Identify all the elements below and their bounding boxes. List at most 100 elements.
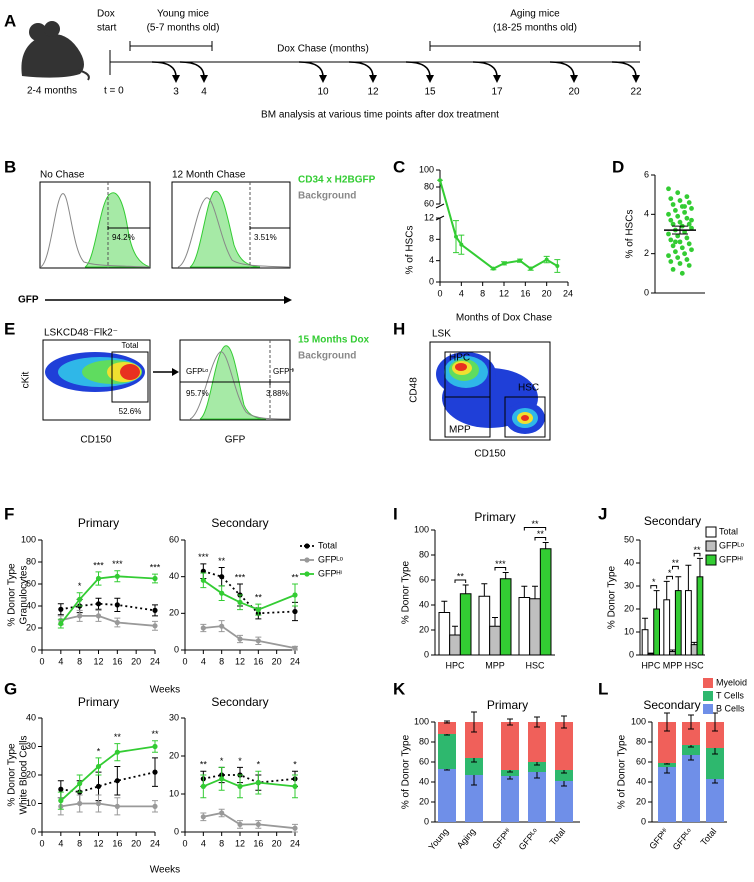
data-point (58, 621, 64, 627)
x-axis-label: Weeks (150, 865, 180, 876)
y-tick-label: 40 (419, 776, 429, 786)
error-bar (452, 625, 458, 635)
data-point (675, 255, 681, 260)
data-point (673, 249, 678, 255)
data-point (684, 215, 690, 221)
panel-letter: J (598, 504, 607, 523)
y-axis-label: % of HSCs (405, 226, 416, 275)
data-point (684, 194, 690, 200)
data-point (237, 599, 243, 605)
series-line (203, 812, 296, 830)
bar-segment (682, 722, 700, 745)
data-point (677, 239, 683, 245)
series-line (60, 615, 156, 627)
x-tick-label: 24 (150, 656, 160, 666)
x-tick-label: 0 (182, 838, 187, 848)
timepoint-label: 20 (568, 87, 580, 98)
y-tick-label: 4 (644, 209, 649, 219)
timepoint-arrow-head (200, 75, 208, 83)
significance-label: ** (531, 519, 539, 529)
y-tick-label: 0 (429, 276, 434, 286)
gate-label: Total (122, 341, 139, 350)
data-point (58, 606, 64, 612)
bar (449, 634, 461, 656)
gate-label: HPC (449, 353, 470, 364)
y-tick-label: 40 (26, 600, 36, 610)
legend-marker (304, 557, 310, 563)
data-point (219, 574, 225, 580)
x-tick-label: 8 (219, 656, 224, 666)
x-tick-label: Young (426, 826, 450, 852)
legend-swatch (705, 554, 717, 566)
data-point (292, 825, 298, 831)
x-tick-label: 0 (182, 656, 187, 666)
data-point (668, 237, 674, 243)
data-point (675, 190, 681, 196)
bar (663, 599, 671, 656)
y-tick-label: 10 (624, 626, 634, 636)
timepoint-arrow-head (632, 75, 640, 83)
legend-swatch (705, 540, 717, 552)
bar-segment (706, 748, 724, 779)
data-point (459, 242, 464, 247)
x-axis-label: Months of Dox Chase (456, 313, 553, 324)
data-point (673, 239, 678, 245)
series-line (60, 771, 156, 794)
timepoint-arrow-head (369, 75, 377, 83)
x-tick-label: 24 (290, 656, 300, 666)
mouse-icon (21, 21, 90, 81)
gate-label: MPP (449, 425, 471, 436)
series-line (203, 570, 296, 615)
y-tick-label: 20 (26, 769, 36, 779)
panel-letter: F (4, 504, 14, 523)
y-tick-label: 0 (174, 644, 179, 654)
data-point (682, 251, 687, 257)
panel-letter: D (612, 157, 624, 176)
data-point (77, 780, 83, 787)
data-point (668, 259, 674, 264)
series-line (202, 579, 296, 611)
data-point (438, 178, 442, 183)
data-point (200, 625, 206, 631)
data-point (95, 763, 102, 770)
y-tick-label: 10 (169, 788, 179, 798)
data-point (77, 613, 83, 619)
bar (696, 576, 704, 656)
significance-label: * (78, 581, 82, 591)
panel-letter: A (4, 11, 16, 30)
significance-label: ** (457, 571, 465, 581)
y-tick-label: 80 (424, 181, 434, 191)
panel-letter: C (393, 157, 405, 176)
y-tick-label: 80 (636, 736, 646, 746)
significance-label: * (257, 760, 261, 770)
axis-label: CD48 (409, 377, 420, 403)
chart-title: Primary (78, 516, 119, 530)
x-tick-label: 0 (39, 838, 44, 848)
significance-label: ** (255, 593, 263, 603)
bar (669, 651, 676, 656)
legend-label: T Cells (716, 690, 744, 700)
y-tick-label: 0 (424, 649, 429, 659)
y-tick-label: 20 (419, 624, 429, 634)
data-point (152, 803, 158, 809)
axis-label: CD150 (474, 449, 506, 460)
significance-label: * (238, 756, 242, 766)
x-tick-label: 20 (131, 656, 141, 666)
axis-label: CD150 (80, 435, 112, 446)
t-zero: t = 0 (104, 86, 124, 97)
axis-label: GFP (225, 435, 246, 446)
gate-percent: 52.6% (119, 407, 142, 416)
significance-bracket (534, 537, 547, 541)
x-tick-label: 12 (93, 656, 103, 666)
data-point (152, 743, 158, 750)
bar-segment (465, 758, 483, 775)
significance-label: *** (93, 560, 104, 570)
data-point (682, 229, 687, 235)
y-tick-label: 6 (644, 169, 649, 179)
significance-label: *** (495, 559, 506, 569)
data-point (114, 778, 120, 784)
error-bar (647, 652, 654, 654)
x-tick-label: 8 (480, 288, 485, 298)
bar (674, 590, 682, 656)
